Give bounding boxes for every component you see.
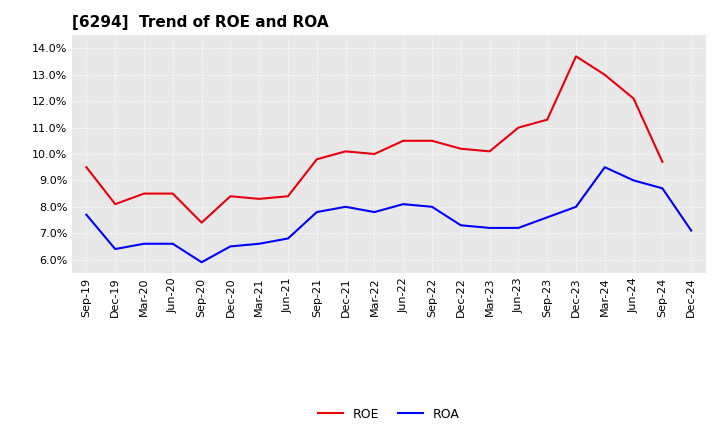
- ROA: [168, 241, 177, 246]
- ROE: [629, 96, 638, 101]
- ROA: [658, 186, 667, 191]
- ROA: [197, 260, 206, 265]
- ROE: [82, 165, 91, 170]
- ROA: [341, 204, 350, 209]
- ROE: [572, 54, 580, 59]
- ROE: [226, 194, 235, 199]
- ROE: [456, 146, 465, 151]
- ROA: [312, 209, 321, 215]
- ROA: [514, 225, 523, 231]
- ROA: [284, 236, 292, 241]
- ROE: [168, 191, 177, 196]
- ROE: [140, 191, 148, 196]
- ROA: [687, 228, 696, 233]
- ROE: [600, 72, 609, 77]
- ROA: [370, 209, 379, 215]
- ROE: [255, 196, 264, 202]
- ROA: [111, 246, 120, 252]
- ROE: [284, 194, 292, 199]
- ROA: [226, 244, 235, 249]
- ROE: [428, 138, 436, 143]
- ROE: [514, 125, 523, 130]
- Legend: ROE, ROA: ROE, ROA: [312, 403, 465, 425]
- ROE: [111, 202, 120, 207]
- ROA: [255, 241, 264, 246]
- ROA: [140, 241, 148, 246]
- ROA: [572, 204, 580, 209]
- Line: ROE: ROE: [86, 56, 662, 223]
- ROE: [341, 149, 350, 154]
- ROE: [197, 220, 206, 225]
- ROA: [600, 165, 609, 170]
- ROA: [82, 212, 91, 217]
- Text: [6294]  Trend of ROE and ROA: [6294] Trend of ROE and ROA: [72, 15, 328, 30]
- ROA: [543, 215, 552, 220]
- ROA: [399, 202, 408, 207]
- ROE: [543, 117, 552, 122]
- ROE: [370, 151, 379, 157]
- ROA: [485, 225, 494, 231]
- ROE: [485, 149, 494, 154]
- Line: ROA: ROA: [86, 167, 691, 262]
- ROA: [428, 204, 436, 209]
- ROE: [658, 159, 667, 165]
- ROA: [629, 178, 638, 183]
- ROE: [399, 138, 408, 143]
- ROA: [456, 223, 465, 228]
- ROE: [312, 157, 321, 162]
